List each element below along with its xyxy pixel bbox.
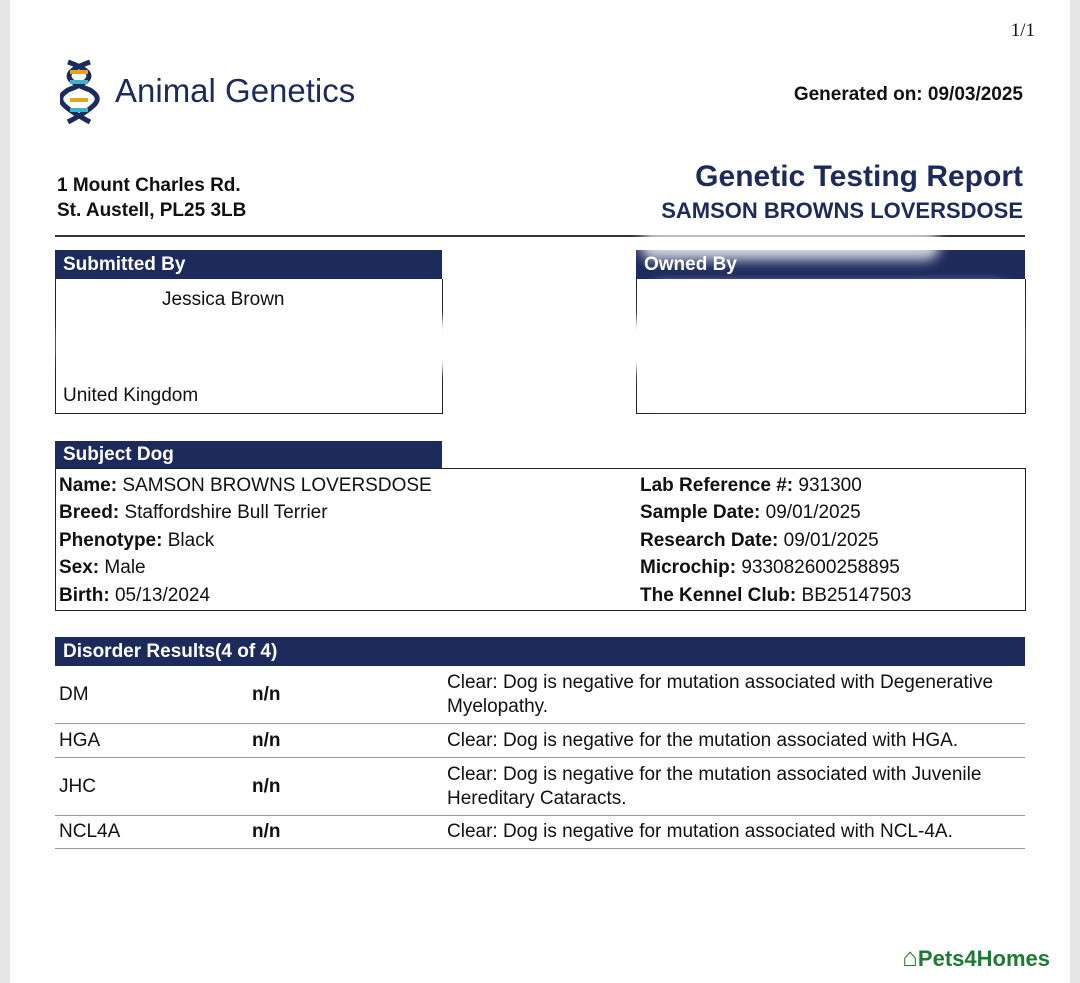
row-divider — [55, 848, 1025, 849]
section-box — [55, 468, 1026, 611]
dog-field: Research Date: 09/01/2025 — [640, 530, 879, 552]
row-divider — [55, 723, 1025, 724]
redaction — [640, 230, 940, 260]
section-header: Disorder Results(4 of 4) — [55, 637, 1025, 666]
field-label: Lab Reference #: — [640, 475, 794, 496]
field-value: 933082600258895 — [741, 557, 900, 578]
field-label: Research Date: — [640, 530, 779, 551]
disorder-name: NCL4A — [59, 821, 121, 842]
watermark: ⌂Pets4Homes — [902, 942, 1050, 972]
disorder-name: DM — [59, 683, 89, 705]
field-label: Birth: — [59, 585, 110, 606]
report-subject: SAMSON BROWNS LOVERSDOSE — [661, 198, 1023, 223]
genotype: n/n — [252, 729, 281, 751]
genotype: n/n — [252, 683, 281, 705]
field-value: SAMSON BROWNS LOVERSDOSE — [122, 475, 432, 496]
field-value: 09/01/2025 — [765, 502, 861, 523]
result-description: Clear: Dog is negative for the mutation … — [447, 763, 982, 809]
submitter-name: Jessica Brown — [162, 289, 285, 310]
field-value: Male — [104, 557, 146, 578]
genotype: n/n — [252, 821, 281, 842]
section-header: Submitted By — [55, 250, 442, 279]
logo-icon — [60, 59, 100, 125]
field-label: Sample Date: — [640, 502, 761, 523]
rule — [55, 235, 1025, 237]
field-label: Name: — [59, 475, 118, 496]
dog-field: Sex: Male — [59, 557, 146, 579]
address-line: St. Austell, PL25 3LB — [57, 200, 247, 221]
watermark-text: Pets4Homes — [917, 946, 1050, 971]
dog-field: Lab Reference #: 931300 — [640, 475, 862, 497]
field-label: Breed: — [59, 502, 120, 523]
generated-date: Generated on: 09/03/2025 — [793, 84, 1023, 105]
field-label: Sex: — [59, 557, 100, 578]
redaction — [645, 285, 1015, 405]
dog-field: Birth: 05/13/2024 — [59, 585, 210, 607]
dog-field: Name: SAMSON BROWNS LOVERSDOSE — [59, 475, 432, 497]
dog-field: The Kennel Club: BB25147503 — [640, 585, 911, 607]
field-value: BB25147503 — [801, 585, 912, 606]
logo-text: Animal Genetics — [115, 72, 356, 109]
field-value: 05/13/2024 — [114, 585, 211, 606]
field-value: 09/01/2025 — [783, 530, 879, 551]
submitter-country: United Kingdom — [63, 385, 199, 406]
row-divider — [55, 815, 1025, 816]
dog-field: Breed: Staffordshire Bull Terrier — [59, 502, 328, 524]
report-title: Genetic Testing Report — [695, 160, 1023, 193]
result-description: Clear: Dog is negative for mutation asso… — [447, 821, 953, 842]
field-value: Black — [167, 530, 215, 551]
field-label: Microchip: — [640, 557, 737, 578]
genotype: n/n — [252, 775, 281, 797]
address-line: 1 Mount Charles Rd. — [57, 175, 241, 196]
dog-field: Sample Date: 09/01/2025 — [640, 502, 861, 524]
field-label: The Kennel Club: — [640, 585, 797, 606]
row-divider — [55, 757, 1025, 758]
dog-field: Microchip: 933082600258895 — [640, 557, 900, 579]
disorder-name: HGA — [59, 729, 101, 751]
disorder-name: JHC — [59, 775, 96, 797]
result-description: Clear: Dog is negative for mutation asso… — [447, 671, 994, 717]
field-value: Staffordshire Bull Terrier — [124, 502, 328, 523]
page-number: 1/1 — [1010, 20, 1035, 41]
dog-field: Phenotype: Black — [59, 530, 214, 552]
field-value: 931300 — [798, 475, 862, 496]
edge — [1070, 0, 1080, 983]
field-label: Phenotype: — [59, 530, 163, 551]
result-description: Clear: Dog is negative for the mutation … — [447, 729, 959, 751]
edge — [0, 0, 10, 983]
section-header: Subject Dog — [55, 441, 442, 469]
